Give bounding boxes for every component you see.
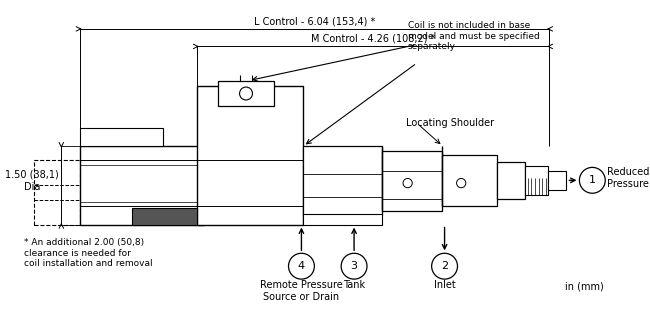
Text: in (mm): in (mm) xyxy=(565,281,603,291)
Text: 4: 4 xyxy=(298,261,305,271)
Bar xyxy=(548,171,566,189)
Text: M Control - 4.26 (108,2) *: M Control - 4.26 (108,2) * xyxy=(311,34,436,44)
Bar xyxy=(382,151,442,211)
Text: Tank: Tank xyxy=(343,280,365,290)
Text: 3: 3 xyxy=(350,261,358,271)
Text: 1: 1 xyxy=(589,175,596,185)
Bar xyxy=(34,160,80,225)
Circle shape xyxy=(403,179,412,188)
Circle shape xyxy=(341,253,367,279)
Text: Locating Shoulder: Locating Shoulder xyxy=(406,118,494,128)
Bar xyxy=(304,213,382,225)
Circle shape xyxy=(579,167,605,193)
Text: L Control - 6.04 (153,4) *: L Control - 6.04 (153,4) * xyxy=(254,16,375,26)
Bar xyxy=(133,208,197,225)
Bar xyxy=(218,81,274,107)
Circle shape xyxy=(289,253,315,279)
Text: Coil is not included in base
model and must be specified
separately: Coil is not included in base model and m… xyxy=(408,21,540,51)
Bar xyxy=(442,156,497,206)
Bar xyxy=(80,146,205,225)
Circle shape xyxy=(456,179,466,188)
Bar xyxy=(197,86,304,225)
Bar xyxy=(497,162,525,199)
Text: Reduced
Pressure: Reduced Pressure xyxy=(607,167,649,189)
Text: 2: 2 xyxy=(441,261,448,271)
Text: 1.50 (38,1)
Dia: 1.50 (38,1) Dia xyxy=(5,170,58,192)
Bar xyxy=(304,146,382,215)
Circle shape xyxy=(240,87,252,100)
Text: Remote Pressure
Source or Drain: Remote Pressure Source or Drain xyxy=(260,280,343,302)
Text: * An additional 2.00 (50,8)
clearance is needed for
coil installation and remova: * An additional 2.00 (50,8) clearance is… xyxy=(25,238,153,268)
Bar xyxy=(525,165,548,195)
Circle shape xyxy=(432,253,458,279)
Text: Inlet: Inlet xyxy=(434,280,456,290)
Bar xyxy=(80,128,163,146)
